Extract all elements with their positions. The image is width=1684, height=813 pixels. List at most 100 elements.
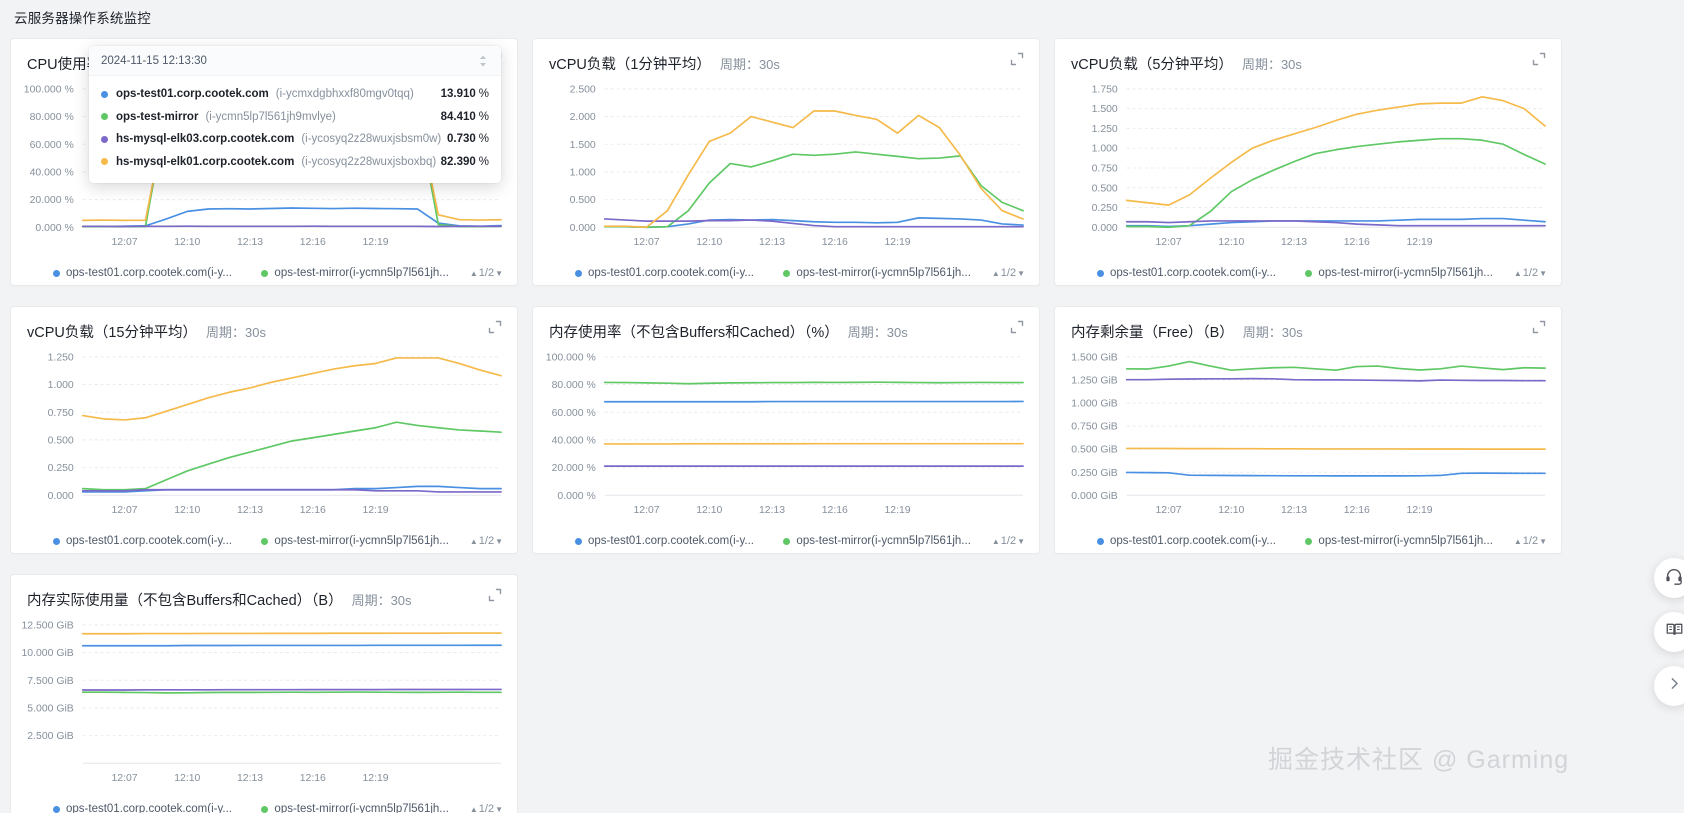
legend-item[interactable]: ops-test-mirror(i-ycmn5lp7l561jh... <box>261 803 469 813</box>
legend-item[interactable]: ops-test01.corp.cootek.com(i-y... <box>53 803 261 813</box>
docs-button[interactable] <box>1654 612 1684 652</box>
expand-icon[interactable] <box>1009 51 1027 69</box>
svg-text:12:07: 12:07 <box>111 505 137 516</box>
series-color-dot <box>101 135 108 143</box>
series-instance-id: (i-ycosyq2z28wuxjsboxbq) <box>301 155 437 168</box>
legend-label: ops-test-mirror(i-ycmn5lp7l561jh... <box>274 535 449 547</box>
panel-title: CPU使用率 <box>27 57 102 73</box>
legend-page-up-icon[interactable]: ▲ <box>469 268 478 278</box>
legend-item[interactable]: ops-test-mirror(i-ycmn5lp7l561jh... <box>1305 267 1513 279</box>
legend-label: ops-test-mirror(i-ycmn5lp7l561jh... <box>1318 535 1493 547</box>
book-icon <box>1665 620 1684 644</box>
svg-text:12:07: 12:07 <box>1155 505 1181 516</box>
legend-item[interactable]: ops-test-mirror(i-ycmn5lp7l561jh... <box>261 535 469 547</box>
chart-area-vcpu-load-5m[interactable]: 0.000 0.250 0.500 0.750 1.000 1.250 1.500 1.750… <box>1055 77 1561 251</box>
panel-header: 内存使用率（不包含Buffers和Cached）（%） 周期：30s <box>549 321 1001 342</box>
legend-item[interactable]: ops-test01.corp.cootek.com(i-y... <box>1097 267 1305 279</box>
svg-text:0.500 GiB: 0.500 GiB <box>1071 445 1118 456</box>
legend-item[interactable]: ops-test-mirror(i-ycmn5lp7l561jh... <box>783 535 991 547</box>
legend-pager[interactable]: ▲ 1/2 ▼ <box>992 535 1025 547</box>
svg-text:1.000: 1.000 <box>48 380 74 391</box>
legend-page-up-icon[interactable]: ▲ <box>1513 268 1522 278</box>
chart-area-vcpu-load-15m[interactable]: 0.000 0.250 0.500 0.750 1.000 1.250 12:07 12:10… <box>11 345 517 519</box>
legend-page-down-icon[interactable]: ▼ <box>495 268 503 278</box>
legend-color-dot <box>261 269 269 277</box>
expand-icon[interactable] <box>1531 51 1549 69</box>
legend-page-up-icon[interactable]: ▲ <box>1513 536 1522 546</box>
legend-page-up-icon[interactable]: ▲ <box>991 268 1000 278</box>
legend-item[interactable]: ops-test01.corp.cootek.com(i-y... <box>1097 535 1305 547</box>
expand-icon[interactable] <box>487 319 505 337</box>
svg-text:12:07: 12:07 <box>111 773 137 784</box>
svg-text:40.000 %: 40.000 % <box>30 167 74 178</box>
legend-page-down-icon[interactable]: ▼ <box>1017 268 1025 278</box>
series-instance-id: (i-ycmn5lp7l561jh9mvlye) <box>205 110 336 123</box>
chart-area-mem-free[interactable]: 0.000 GiB 0.250 GiB 0.500 GiB 0.750 GiB 1.00… <box>1055 345 1561 519</box>
legend-pager[interactable]: ▲ 1/2 ▼ <box>1514 267 1547 279</box>
legend-page-down-icon[interactable]: ▼ <box>1539 536 1547 546</box>
legend-item[interactable]: ops-test-mirror(i-ycmn5lp7l561jh... <box>261 267 469 279</box>
chart-legend: ops-test01.corp.cootek.com(i-y... ops-tes… <box>533 267 1039 279</box>
svg-text:0.500: 0.500 <box>570 195 596 206</box>
svg-text:1.250: 1.250 <box>1092 124 1118 135</box>
svg-text:0.250: 0.250 <box>48 463 74 474</box>
series-host: hs-mysql-elk03.corp.cootek.com <box>116 133 295 146</box>
svg-text:12:16: 12:16 <box>300 237 326 248</box>
tooltip-rows: ops-test01.corp.cootek.com (i-ycmxdgbhxxf… <box>89 76 501 183</box>
series-unit: % <box>478 88 489 101</box>
support-button[interactable] <box>1654 558 1684 598</box>
legend-page-up-icon[interactable]: ▲ <box>469 804 478 813</box>
legend-item[interactable]: ops-test01.corp.cootek.com(i-y... <box>575 267 783 279</box>
legend-pager[interactable]: ▲ 1/2 ▼ <box>992 267 1025 279</box>
expand-icon[interactable] <box>1009 319 1027 337</box>
legend-page-down-icon[interactable]: ▼ <box>1017 536 1025 546</box>
legend-pager[interactable]: ▲ 1/2 ▼ <box>470 267 503 279</box>
tooltip-row: hs-mysql-elk03.corp.cootek.com (i-ycosyq2… <box>101 128 489 151</box>
legend-item[interactable]: ops-test01.corp.cootek.com(i-y... <box>53 535 261 547</box>
chart-area-mem-usage-pct[interactable]: 0.000 % 20.000 % 40.000 % 60.000 % 80.000 % 1… <box>533 345 1039 519</box>
panel-vcpu-load-1m: vCPU负载（1分钟平均） 周期：30s 0.000 0.500 1.000 1.500 2… <box>532 38 1040 286</box>
panel-period: 周期：30s <box>351 593 412 608</box>
svg-text:12:13: 12:13 <box>759 237 785 248</box>
series-color-dot <box>101 113 108 121</box>
svg-text:12:13: 12:13 <box>759 505 785 516</box>
chart-legend: ops-test01.corp.cootek.com(i-y... ops-tes… <box>11 803 517 813</box>
sort-toggle-icon[interactable] <box>477 54 489 68</box>
svg-text:12:10: 12:10 <box>696 505 722 516</box>
svg-text:12:16: 12:16 <box>300 505 326 516</box>
legend-item[interactable]: ops-test01.corp.cootek.com(i-y... <box>53 267 261 279</box>
legend-page-up-icon[interactable]: ▲ <box>469 536 478 546</box>
legend-item[interactable]: ops-test-mirror(i-ycmn5lp7l561jh... <box>1305 535 1513 547</box>
legend-pager[interactable]: ▲ 1/2 ▼ <box>1514 535 1547 547</box>
svg-text:1.250: 1.250 <box>48 352 74 363</box>
legend-page-down-icon[interactable]: ▼ <box>495 536 503 546</box>
legend-item[interactable]: ops-test-mirror(i-ycmn5lp7l561jh... <box>783 267 991 279</box>
legend-item[interactable]: ops-test01.corp.cootek.com(i-y... <box>575 535 783 547</box>
panel-period: 周期：30s <box>1241 57 1302 72</box>
legend-pager[interactable]: ▲ 1/2 ▼ <box>470 535 503 547</box>
chart-area-vcpu-load-1m[interactable]: 0.000 0.500 1.000 1.500 2.000 2.500 12:07 12:10… <box>533 77 1039 251</box>
svg-text:0.000: 0.000 <box>48 491 74 502</box>
chart-area-mem-used-actual[interactable]: 2.500 GiB 5.000 GiB 7.500 GiB 10.000 GiB 12.… <box>11 613 517 787</box>
svg-text:80.000 %: 80.000 % <box>552 380 596 391</box>
svg-text:40.000 %: 40.000 % <box>552 435 596 446</box>
series-unit: % <box>478 133 489 146</box>
legend-page-down-icon[interactable]: ▼ <box>1539 268 1547 278</box>
legend-page-indicator: 1/2 <box>1000 267 1017 279</box>
svg-text:2.500: 2.500 <box>570 84 596 95</box>
svg-text:60.000 %: 60.000 % <box>30 140 74 151</box>
legend-color-dot <box>783 537 791 545</box>
legend-page-up-icon[interactable]: ▲ <box>991 536 1000 546</box>
rail-collapse-button[interactable] <box>1654 666 1684 706</box>
svg-text:0.750: 0.750 <box>48 408 74 419</box>
legend-page-down-icon[interactable]: ▼ <box>495 804 503 813</box>
svg-text:12:13: 12:13 <box>1281 237 1307 248</box>
svg-text:12:19: 12:19 <box>1406 505 1432 516</box>
expand-icon[interactable] <box>1531 319 1549 337</box>
legend-pager[interactable]: ▲ 1/2 ▼ <box>470 803 503 813</box>
expand-icon[interactable] <box>487 587 505 605</box>
svg-text:12:13: 12:13 <box>237 237 263 248</box>
legend-label: ops-test01.corp.cootek.com(i-y... <box>66 535 232 547</box>
panel-period: 周期：30s <box>206 325 266 340</box>
